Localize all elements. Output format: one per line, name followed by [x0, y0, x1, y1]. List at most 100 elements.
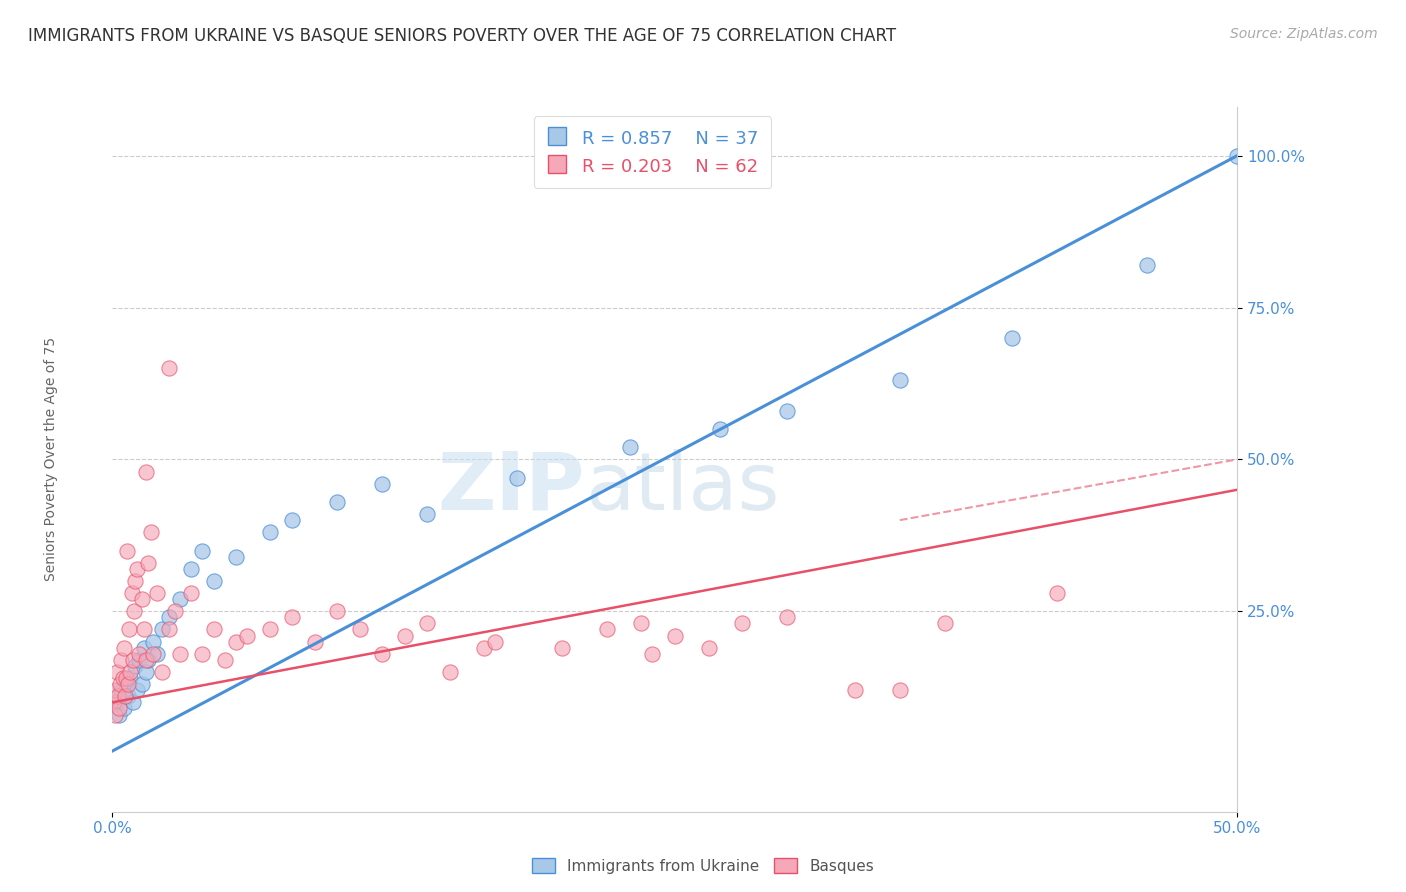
- Point: [105, 665, 128, 679]
- Point: [111, 671, 134, 685]
- Point: [128, 653, 150, 667]
- Point: [1136, 258, 1159, 272]
- Point: [117, 690, 139, 704]
- Point: [371, 647, 394, 661]
- Text: Seniors Poverty Over the Age of 75: Seniors Poverty Over the Age of 75: [44, 337, 58, 582]
- Point: [225, 634, 247, 648]
- Point: [121, 653, 143, 667]
- Point: [1046, 586, 1069, 600]
- Legend: R = 0.857    N = 37, R = 0.203    N = 62: R = 0.857 N = 37, R = 0.203 N = 62: [533, 116, 772, 188]
- Point: [371, 476, 394, 491]
- Point: [118, 623, 141, 637]
- Point: [150, 665, 173, 679]
- Point: [124, 659, 146, 673]
- Point: [776, 610, 799, 624]
- Point: [630, 616, 652, 631]
- Point: [169, 647, 191, 661]
- Point: [135, 653, 157, 667]
- Point: [138, 556, 160, 570]
- Point: [108, 707, 131, 722]
- Point: [731, 616, 754, 631]
- Point: [132, 640, 155, 655]
- Point: [107, 690, 129, 704]
- Point: [259, 623, 281, 637]
- Point: [120, 665, 142, 679]
- Point: [142, 634, 165, 648]
- Point: [120, 671, 142, 685]
- Point: [202, 574, 225, 588]
- Point: [104, 707, 127, 722]
- Text: atlas: atlas: [585, 449, 779, 526]
- Point: [122, 604, 145, 618]
- Point: [180, 562, 202, 576]
- Point: [416, 616, 439, 631]
- Point: [112, 640, 135, 655]
- Legend: Immigrants from Ukraine, Basques: Immigrants from Ukraine, Basques: [526, 852, 880, 880]
- Point: [214, 653, 236, 667]
- Point: [131, 677, 153, 691]
- Point: [664, 628, 686, 642]
- Point: [131, 592, 153, 607]
- Point: [108, 701, 131, 715]
- Point: [150, 623, 173, 637]
- Point: [236, 628, 259, 642]
- Point: [1001, 331, 1024, 345]
- Point: [110, 677, 132, 691]
- Point: [121, 695, 143, 709]
- Point: [506, 470, 529, 484]
- Point: [472, 640, 495, 655]
- Point: [551, 640, 574, 655]
- Point: [110, 683, 132, 698]
- Point: [115, 677, 138, 691]
- Point: [191, 647, 214, 661]
- Point: [889, 373, 911, 387]
- Point: [104, 683, 127, 698]
- Point: [157, 361, 180, 376]
- Point: [202, 623, 225, 637]
- Point: [157, 623, 180, 637]
- Point: [135, 465, 157, 479]
- Point: [146, 647, 169, 661]
- Point: [128, 647, 150, 661]
- Point: [121, 586, 143, 600]
- Point: [124, 574, 146, 588]
- Point: [484, 634, 506, 648]
- Point: [776, 404, 799, 418]
- Point: [127, 683, 149, 698]
- Point: [132, 623, 155, 637]
- Point: [115, 671, 138, 685]
- Point: [394, 628, 416, 642]
- Point: [146, 586, 169, 600]
- Point: [259, 525, 281, 540]
- Point: [416, 507, 439, 521]
- Point: [844, 683, 866, 698]
- Point: [934, 616, 956, 631]
- Point: [596, 623, 619, 637]
- Point: [157, 610, 180, 624]
- Point: [103, 695, 125, 709]
- Point: [697, 640, 720, 655]
- Point: [281, 610, 304, 624]
- Point: [115, 543, 138, 558]
- Point: [349, 623, 371, 637]
- Point: [139, 525, 162, 540]
- Point: [114, 690, 136, 704]
- Point: [117, 677, 139, 691]
- Point: [1226, 148, 1249, 162]
- Point: [281, 513, 304, 527]
- Point: [169, 592, 191, 607]
- Point: [641, 647, 664, 661]
- Point: [127, 562, 149, 576]
- Point: [105, 695, 128, 709]
- Point: [138, 653, 160, 667]
- Point: [225, 549, 247, 564]
- Text: ZIP: ZIP: [437, 449, 585, 526]
- Point: [165, 604, 187, 618]
- Point: [439, 665, 461, 679]
- Text: Source: ZipAtlas.com: Source: ZipAtlas.com: [1230, 27, 1378, 41]
- Point: [326, 495, 349, 509]
- Point: [326, 604, 349, 618]
- Point: [142, 647, 165, 661]
- Point: [112, 701, 135, 715]
- Point: [304, 634, 326, 648]
